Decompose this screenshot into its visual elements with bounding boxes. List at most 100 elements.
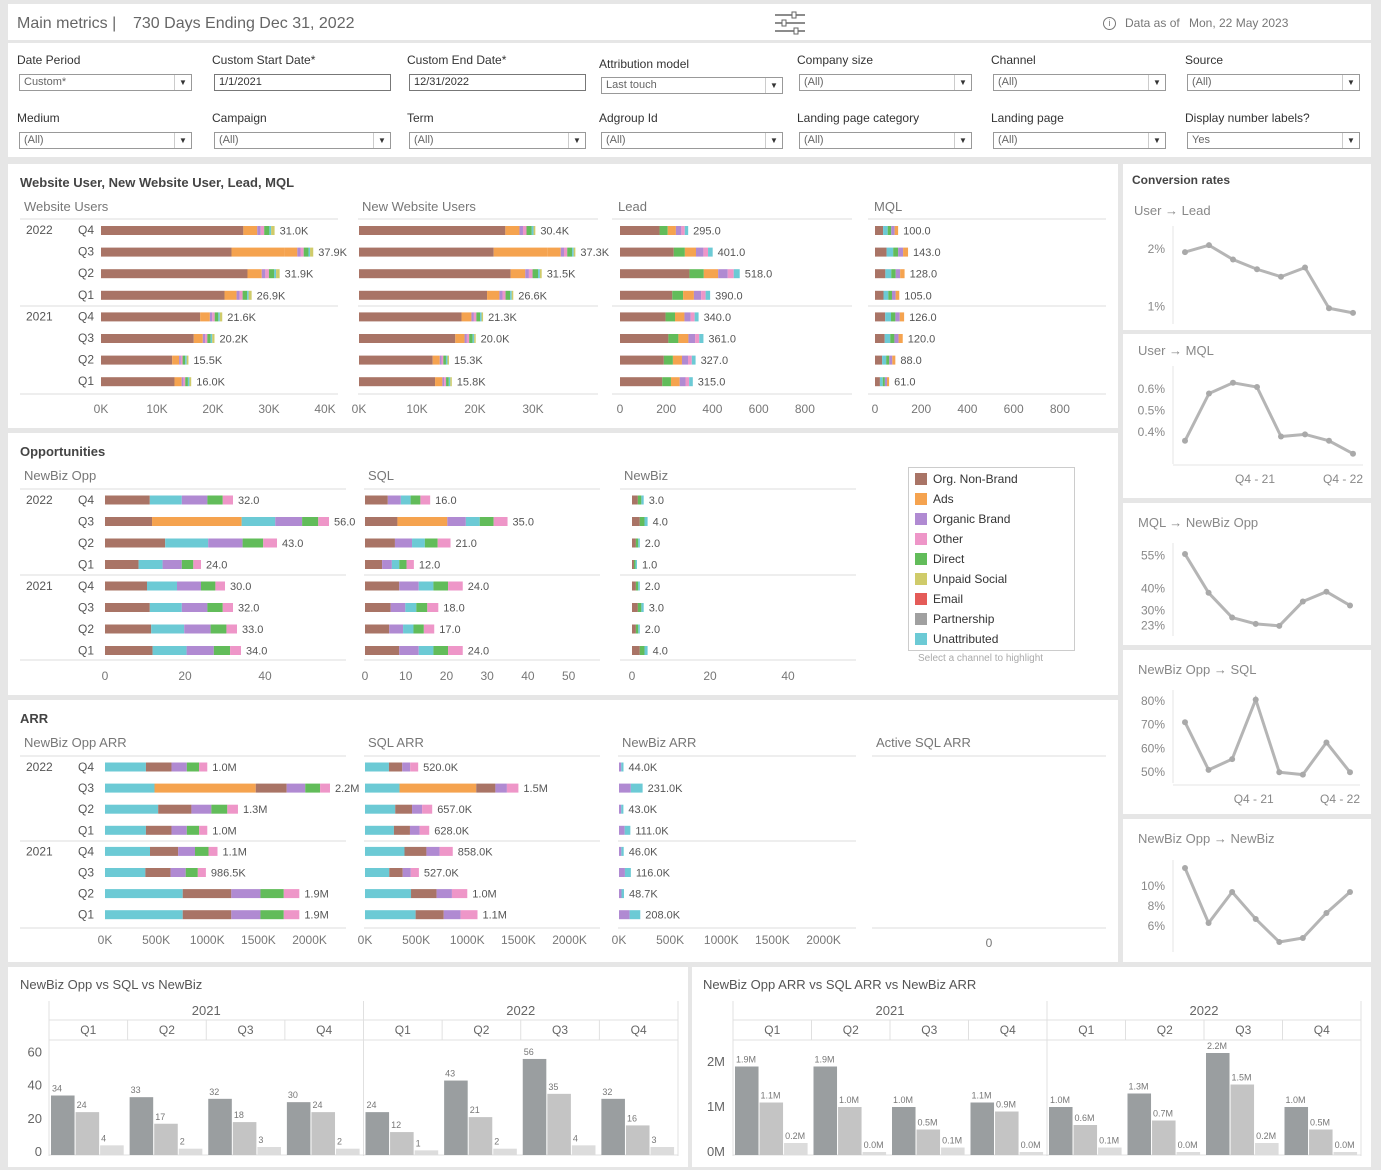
legend-item[interactable]: Direct — [915, 552, 964, 566]
bar-segment — [510, 290, 512, 300]
data-label: 30.4K — [540, 226, 569, 238]
bar-segment — [900, 269, 905, 279]
data-label: 315.0 — [698, 377, 726, 389]
bar-segment — [399, 581, 419, 591]
bar-segment — [539, 269, 542, 279]
filter-medium-select[interactable]: (All) ▼ — [19, 132, 192, 149]
data-label: 4.0 — [653, 517, 668, 529]
bar-segment — [152, 517, 242, 526]
bar-segment — [269, 226, 272, 235]
chevron-down-icon[interactable]: ▼ — [174, 75, 191, 90]
legend-label: Unpaid Social — [933, 572, 1008, 586]
chevron-down-icon[interactable]: ▼ — [568, 133, 585, 148]
tick-label: 40 — [781, 669, 795, 683]
bar-segment — [533, 226, 536, 235]
bar-segment — [105, 517, 153, 526]
data-label: 2.0 — [645, 624, 660, 636]
bar-segment — [889, 355, 893, 365]
bar-segment — [446, 377, 449, 387]
bar-segment — [635, 538, 639, 548]
legend-item[interactable]: Email — [915, 592, 963, 606]
bar-segment — [422, 804, 433, 814]
chevron-down-icon[interactable]: ▼ — [1148, 133, 1165, 148]
chevron-down-icon[interactable]: ▼ — [1342, 133, 1359, 148]
data-label: 1.3M — [1129, 1082, 1149, 1092]
bar-segment — [675, 226, 682, 235]
data-label: 1.1M — [972, 1091, 992, 1101]
chevron-down-icon[interactable]: ▼ — [765, 133, 782, 148]
filter-landing-page-select[interactable]: (All) ▼ — [993, 132, 1166, 149]
filter-term-select[interactable]: (All) ▼ — [409, 132, 586, 149]
bar-segment — [632, 624, 636, 634]
legend-item[interactable]: Organic Brand — [915, 512, 1010, 526]
bar-segment — [703, 269, 719, 279]
chevron-down-icon[interactable]: ▼ — [1148, 75, 1165, 90]
info-icon[interactable]: i — [1103, 17, 1116, 30]
bar — [444, 1080, 468, 1155]
bar-segment — [888, 290, 892, 300]
filter-label: Medium — [17, 111, 60, 125]
bar-segment — [619, 783, 631, 793]
bar-segment — [620, 312, 666, 322]
bar-segment — [393, 825, 410, 835]
filter-adgroup-id-select[interactable]: (All) ▼ — [601, 132, 783, 149]
bar-segment — [105, 825, 146, 835]
trend-line — [1183, 867, 1351, 944]
filter-display-number-labels-select[interactable]: Yes ▼ — [1187, 132, 1360, 149]
filter-custom-start-date-input[interactable]: 1/1/2021 — [214, 74, 391, 91]
filter-toggle-icon[interactable] — [774, 11, 806, 35]
legend-item[interactable]: Org. Non-Brand — [915, 472, 1018, 486]
data-label: 20.2K — [219, 334, 248, 346]
bar-segment — [703, 247, 709, 257]
chevron-down-icon[interactable]: ▼ — [174, 133, 191, 148]
data-label: 527.0K — [424, 868, 460, 880]
chevron-down-icon[interactable]: ▼ — [954, 133, 971, 148]
year-label: 2021 — [26, 579, 53, 593]
filter-channel-select[interactable]: (All) ▼ — [993, 74, 1166, 91]
chevron-down-icon[interactable]: ▼ — [373, 133, 390, 148]
bar-segment — [268, 269, 275, 279]
legend-item[interactable]: Unattributed — [915, 632, 998, 646]
bar-segment — [318, 517, 329, 526]
bar-segment — [239, 290, 243, 300]
bar-segment — [310, 247, 314, 257]
bar-segment — [101, 312, 201, 322]
bar-segment — [437, 538, 451, 548]
filter-company-size-select[interactable]: (All) ▼ — [799, 74, 972, 91]
filter-date-period-select[interactable]: Custom* ▼ — [19, 74, 192, 91]
filter-landing-page-category-select[interactable]: (All) ▼ — [799, 132, 972, 149]
data-label: 327.0 — [701, 355, 729, 367]
bar-segment — [635, 560, 637, 569]
data-point — [1229, 889, 1236, 895]
quarter-label: Q3 — [78, 601, 94, 615]
data-label: 16.0K — [196, 377, 225, 389]
legend-item[interactable]: Partnership — [915, 612, 994, 626]
bar-segment — [212, 312, 215, 322]
data-point — [1182, 551, 1188, 558]
bar-segment — [205, 334, 208, 343]
bar-segment — [365, 783, 400, 793]
bar-segment — [271, 226, 275, 235]
bar-segment — [207, 334, 211, 343]
filter-attribution-model-select[interactable]: Last touch ▼ — [601, 77, 783, 94]
filter-campaign-select[interactable]: (All) ▼ — [214, 132, 391, 149]
filter-source-select[interactable]: (All) ▼ — [1187, 74, 1360, 91]
filter-custom-end-date-input[interactable]: 12/31/2022 — [409, 74, 586, 91]
bar-segment — [890, 334, 895, 343]
bar-segment — [260, 889, 284, 899]
bar-segment — [178, 846, 195, 856]
legend-item[interactable]: Unpaid Social — [915, 572, 1007, 586]
legend-item[interactable]: Other — [915, 532, 963, 546]
data-label: 26.9K — [257, 290, 286, 302]
bar — [129, 1097, 154, 1155]
bar — [813, 1066, 838, 1155]
data-label: 0.2M — [1256, 1131, 1276, 1141]
bar-segment — [260, 910, 284, 920]
bar — [547, 1093, 571, 1155]
chevron-down-icon[interactable]: ▼ — [954, 75, 971, 90]
chevron-down-icon[interactable]: ▼ — [765, 78, 782, 93]
tick-label: 30K — [522, 402, 543, 416]
chevron-down-icon[interactable]: ▼ — [1342, 75, 1359, 90]
legend-item[interactable]: Ads — [915, 492, 954, 506]
data-label: 43.0K — [628, 804, 657, 816]
